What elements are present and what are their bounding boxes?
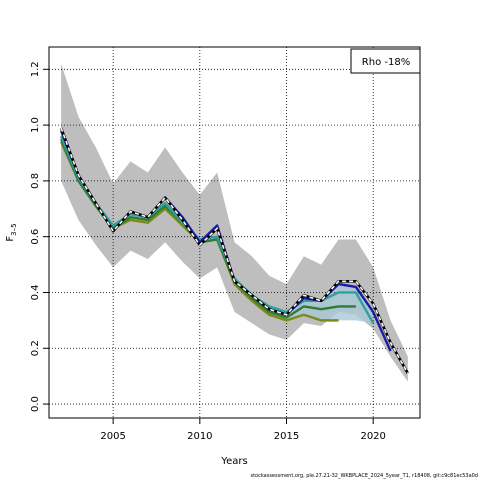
y-axis-title: F3–5 [5,223,18,241]
source-footnote: stockassessment.org, ple.27.21-32_WKBPLA… [250,473,478,479]
series-lines [59,127,409,375]
y-tick-label-1: 1.0 [30,117,41,133]
x-tick-label-2010: 2010 [187,431,212,442]
y-tick-label-0-4: 0.4 [30,285,41,301]
y-tick-label-0-2: 0.2 [30,340,41,356]
series-line-base-dash [60,127,409,374]
legend-rho-label: Rho -18% [362,57,410,68]
y-tick-label-0-8: 0.8 [30,173,41,189]
y-axis-title-subscript: 3–5 [10,223,18,235]
axes: 2005 2010 2015 2020 0.0 0.2 0.4 0.6 0.8 1.0 1.2 [30,61,386,442]
x-tick-label-2015: 2015 [274,431,299,442]
y-tick-label-0: 0.0 [30,396,41,412]
y-tick-label-0-6: 0.6 [30,229,41,245]
x-axis-title: Years [220,456,247,467]
legend-frame [350,48,421,74]
x-tick-label-2020: 2020 [360,431,385,442]
y-axis-title-symbol: F [5,236,16,242]
recent-peel-band-area [286,284,374,324]
plot-frame [48,46,421,419]
confidence-band-area [61,63,408,382]
y-axis-title-main: F3–5 [5,223,18,241]
confidence-band [61,63,408,382]
x-tick-label-2005: 2005 [100,431,125,442]
y-tick-label-1-2: 1.2 [30,61,41,77]
legend-box: Rho -18% [350,48,421,74]
